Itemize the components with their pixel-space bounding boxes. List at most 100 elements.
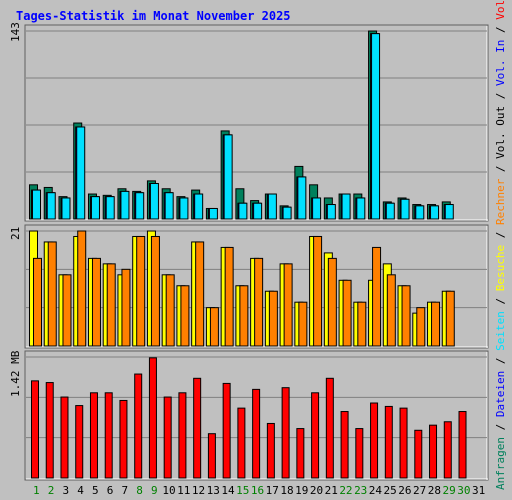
bar-rechner: [342, 279, 352, 347]
bar-rechner: [401, 285, 411, 347]
bar-rechner: [431, 301, 441, 347]
x-tick-day: 27: [413, 484, 426, 497]
bar-rechner: [239, 285, 249, 347]
bar-seiten: [223, 134, 233, 220]
x-tick-day: 21: [325, 484, 338, 497]
bar-volumen: [414, 429, 423, 479]
legend-part: Dateien: [494, 371, 507, 417]
x-tick-day: 6: [107, 484, 114, 497]
bar-volumen: [119, 399, 128, 479]
bar-rechner: [62, 274, 72, 347]
bar-volumen: [296, 428, 305, 479]
bar-seiten: [371, 33, 381, 220]
x-tick-day: 20: [310, 484, 323, 497]
bar-rechner: [136, 235, 146, 347]
bar-volumen: [193, 377, 202, 479]
bar-seiten: [326, 204, 336, 220]
bar-rechner: [224, 246, 234, 347]
bar-rechner: [150, 235, 160, 347]
bar-seiten: [32, 189, 41, 220]
x-tick-day: 23: [354, 484, 367, 497]
bar-volumen: [45, 382, 54, 479]
x-tick-day: 12: [192, 484, 205, 497]
y-max-label-visits: 21: [9, 227, 22, 240]
bar-volumen: [252, 388, 261, 479]
bar-seiten: [46, 192, 56, 220]
bar-volumen: [222, 382, 231, 479]
x-tick-day: 14: [221, 484, 235, 497]
bar-volumen: [384, 405, 393, 479]
legend-part: Anfragen: [494, 437, 507, 490]
bar-seiten: [90, 196, 100, 220]
bar-volumen: [325, 377, 334, 479]
x-tick-day: 7: [122, 484, 129, 497]
x-tick-day: 19: [295, 484, 308, 497]
bar-rechner: [33, 257, 42, 347]
bar-volumen: [104, 392, 113, 479]
bar-volumen: [178, 392, 187, 479]
bar-seiten: [297, 176, 307, 220]
bar-volumen: [75, 405, 84, 479]
bar-rechner: [357, 301, 367, 347]
bar-rechner: [283, 263, 293, 347]
bar-seiten: [76, 126, 86, 220]
x-tick-day: 29: [443, 484, 456, 497]
chart-panel-frame: [24, 224, 489, 349]
x-tick-day: 5: [92, 484, 99, 497]
x-tick-day: 4: [77, 484, 84, 497]
bar-rechner: [180, 285, 190, 347]
bar-rechner: [195, 241, 205, 347]
legend-part: Rechner: [494, 178, 507, 225]
bar-seiten: [400, 198, 410, 220]
chart-panel-frame: [24, 350, 489, 481]
bar-seiten: [194, 193, 204, 220]
x-tick-day: 8: [136, 484, 143, 497]
bar-seiten: [105, 196, 115, 220]
bar-seiten: [149, 183, 159, 220]
legend-part: /: [494, 159, 507, 179]
bar-volumen: [370, 402, 379, 479]
bar-seiten: [356, 197, 366, 220]
bar-rechner: [121, 268, 131, 347]
bar-volumen: [266, 422, 275, 479]
x-tick-day: 28: [428, 484, 441, 497]
legend-part: Seiten: [494, 311, 507, 351]
bar-rechner: [91, 257, 101, 347]
bar-rechner: [165, 274, 175, 347]
legend-part: /: [494, 351, 507, 371]
bar-rechner: [47, 241, 57, 347]
x-tick-day: 2: [48, 484, 55, 497]
bar-rechner: [386, 274, 396, 347]
x-tick-day: 22: [339, 484, 352, 497]
bar-volumen: [443, 421, 452, 479]
y-max-label-hits: 143: [9, 22, 22, 42]
legend-part: Vol. Out: [494, 106, 507, 159]
x-tick-day: 16: [251, 484, 264, 497]
legend-part: Vol. In: [494, 40, 507, 86]
bar-volumen: [429, 424, 438, 479]
legend-part: /: [494, 291, 507, 311]
bar-volumen: [31, 380, 39, 479]
bar-rechner: [372, 246, 382, 347]
bar-volumen: [340, 411, 349, 479]
y-max-label-volume: 1.42 MB: [9, 350, 22, 397]
bar-seiten: [253, 202, 263, 220]
x-tick-day: 9: [151, 484, 158, 497]
x-tick-day: 31: [472, 484, 485, 497]
legend-part: /: [494, 20, 507, 40]
bar-seiten: [415, 205, 425, 220]
bar-volumen: [89, 392, 98, 479]
legend-part: Besuche: [494, 245, 507, 291]
right-legend-label: Anfragen / Dateien / Seiten / Besuche / …: [494, 0, 507, 490]
bar-seiten: [179, 197, 189, 220]
chart-panel-frame: [24, 24, 489, 222]
x-tick-day: 30: [457, 484, 470, 497]
x-tick-day: 11: [177, 484, 190, 497]
legend-part: Volumen: [494, 0, 507, 20]
bar-volumen: [237, 407, 246, 479]
bar-volumen: [281, 387, 290, 479]
x-tick-day: 1: [33, 484, 40, 497]
bar-volumen: [60, 396, 69, 479]
x-tick-day: 25: [384, 484, 397, 497]
bar-seiten: [430, 205, 440, 220]
